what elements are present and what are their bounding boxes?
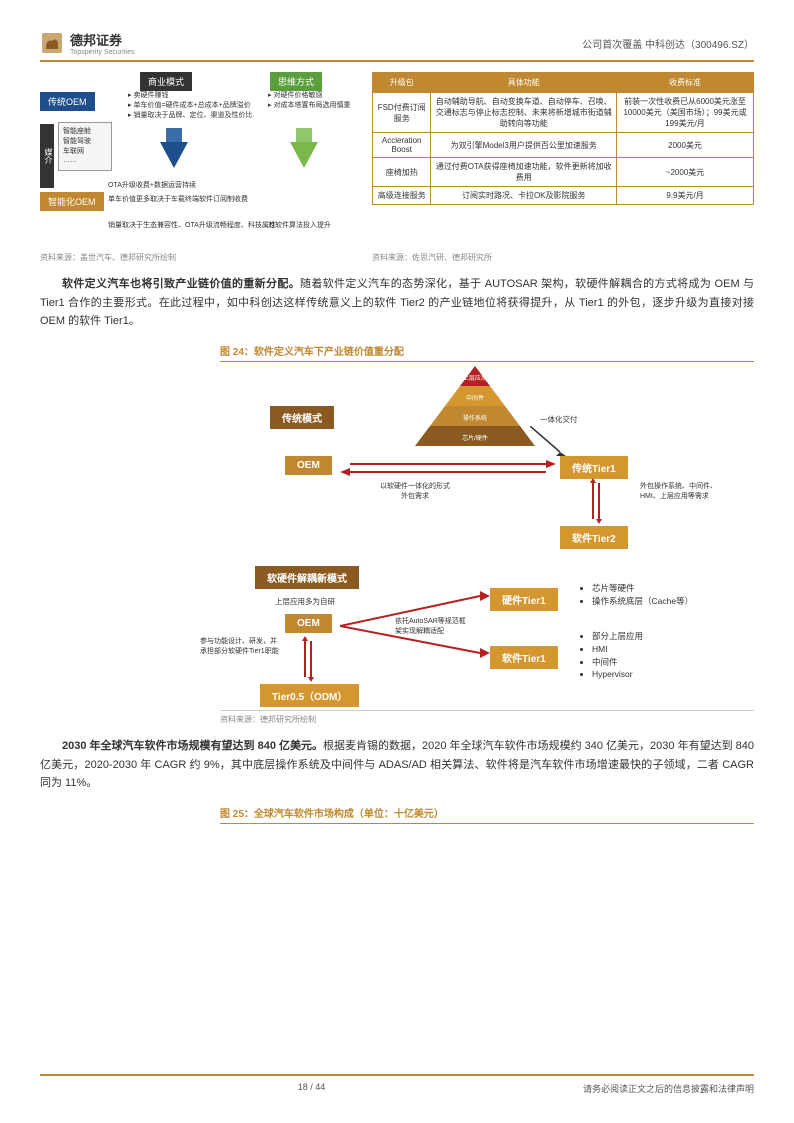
think-b0: 对硬件价格敏感 [273, 92, 322, 99]
source-right: 资料来源：佐思汽研、德邦研究所 [372, 252, 492, 263]
table-row: 座椅加热通过付费OTA获得座椅加速功能，软件更新将加收费用~2000美元 [373, 158, 754, 187]
table-row: 高级连接服务订阅实时路况、卡拉OK及影院服务9.9美元/月 [373, 187, 754, 205]
disclaimer: 请务必阅读正文之后的信息披露和法律声明 [583, 1082, 754, 1095]
th-2: 收费标准 [617, 73, 754, 93]
sw-tier1: 软件Tier1 [490, 646, 558, 669]
table-row: Accleration Boost为双引擎Model3用户提供百公里加速服务20… [373, 133, 754, 158]
svg-text:操作系统: 操作系统 [463, 414, 487, 422]
company-name: 德邦证券 [70, 33, 122, 48]
sw-bullets: 部分上层应用 HMI 中间件 Hypervisor [580, 630, 643, 681]
pricing-table-wrap: 升级包 具体功能 收费标准 FSD付费订阅服务自动辅助导航、自动变换车道、自动停… [372, 72, 754, 242]
pricing-table: 升级包 具体功能 收费标准 FSD付费订阅服务自动辅助导航、自动变换车道、自动停… [372, 72, 754, 205]
soft-tier2: 软件Tier2 [560, 526, 628, 549]
trad-mode: 传统模式 [270, 406, 334, 429]
fig24-diagram: 上层应用 中间件 操作系统 芯片/硬件 传统模式 OEM 传统Tier1 软件T… [220, 366, 754, 706]
soft-think: 对软件算法投入提升 [268, 220, 331, 230]
biz-b0: 卖硬件赚钱 [133, 92, 168, 99]
updown-arrow-icon [590, 478, 602, 524]
ota1: OTA升级收费+数据运营持续 [108, 180, 196, 190]
oem-2: OEM [285, 614, 332, 633]
decouple-mode: 软硬件解耦新模式 [255, 566, 359, 589]
svg-text:上层应用: 上层应用 [463, 374, 487, 382]
func-design: 参与功能设计、研发，并 承担部分软硬件Tier1职能 [200, 636, 300, 656]
trad-tier1: 传统Tier1 [560, 456, 628, 479]
ota2: 单车价值更多取决于车载终端软件订阅制收费 [108, 194, 248, 204]
updown-arrow-2-icon [302, 636, 314, 682]
th-0: 升级包 [373, 73, 431, 93]
para1-bold: 软件定义汽车也将引致产业链价值的重新分配。 [62, 278, 300, 290]
logo: 德邦证券 Topsperity Securities [40, 30, 135, 56]
diag-arrow-icon [530, 426, 566, 456]
para2-bold: 2030 年全球汽车软件市场规模有望达到 840 亿美元。 [62, 740, 323, 752]
upper-self: 上层应用多为自研 [275, 596, 335, 607]
arrow-green [290, 128, 318, 168]
bidir-arrow-icon [340, 458, 556, 478]
arrow-blue [160, 128, 188, 168]
footer: 18 / 44 请务必阅读正文之后的信息披露和法律声明 [40, 1074, 754, 1095]
outsource-sys: 外包操作系统、中间件、 HMI、上层应用等需求 [640, 481, 717, 501]
table-row: FSD付费订阅服务自动辅助导航、自动变换车道、自动停车、召唤、交通标志与停止标志… [373, 93, 754, 133]
th-1: 具体功能 [431, 73, 617, 93]
hw-bullets: 芯片等硬件 操作系统底层（Cache等） [580, 582, 693, 608]
biz-b1: 单车价值=硬件成本+总成本+品牌溢价 [133, 102, 250, 109]
fig24-title: 图 24：软件定义汽车下产业链价值重分配 [220, 343, 754, 362]
svg-text:中间件: 中间件 [466, 394, 484, 402]
oem-1: OEM [285, 456, 332, 475]
page-header: 德邦证券 Topsperity Securities 公司首次覆盖 中科创达（3… [40, 30, 754, 62]
para-2: 2030 年全球汽车软件市场规模有望达到 840 亿美元。根据麦肯锡的数据，20… [40, 737, 754, 793]
label-smart-oem: 智能化OEM [40, 192, 104, 211]
company-en: Topsperity Securities [70, 49, 135, 56]
fig25-title: 图 25：全球汽车软件市场构成（单位：十亿美元） [220, 805, 754, 824]
pyramid-icon: 上层应用 中间件 操作系统 芯片/硬件 [415, 366, 535, 446]
para-1: 软件定义汽车也将引致产业链价值的重新分配。随着软件定义汽车的态势深化，基于 AU… [40, 275, 754, 331]
logo-icon [40, 31, 64, 55]
tier05: Tier0.5（ODM） [260, 684, 359, 707]
outsource-form: 以软硬件一体化的形式 外包需求 [380, 481, 450, 501]
label-think: 思维方式 [270, 72, 322, 91]
page-number: 18 / 44 [298, 1082, 326, 1095]
hw-tier1: 硬件Tier1 [490, 588, 558, 611]
think-b1: 对成本塔置布局选用慎重 [273, 102, 350, 109]
source-fig24: 资料来源：德邦研究所绘制 [220, 710, 754, 725]
biz-b2: 销量取决于品牌、定位、渠道及性价比 [133, 112, 252, 119]
top-section: 商业模式 思维方式 传统OEM ▸ 卖硬件赚钱 ▸ 单车价值=硬件成本+总成本+… [40, 72, 754, 242]
ota3: 销量取决于生态兼容性、OTA升级流畅程度、科技属性 [108, 220, 276, 230]
cockpit-box: 智能座舱 智能驾驶 车联网 …… [58, 122, 112, 171]
split-arrow-icon [340, 591, 490, 661]
diagram-left: 商业模式 思维方式 传统OEM ▸ 卖硬件赚钱 ▸ 单车价值=硬件成本+总成本+… [40, 72, 360, 242]
label-biz: 商业模式 [140, 72, 192, 91]
source-left: 资料来源：盖世汽车、德邦研究所绘制 [40, 252, 360, 263]
report-type: 公司首次覆盖 中科创达（300496.SZ） [582, 36, 754, 51]
svg-text:芯片/硬件: 芯片/硬件 [462, 434, 488, 442]
label-trad-oem: 传统OEM [40, 92, 95, 111]
integrated: 一体化交付 [540, 414, 578, 425]
media-label: 媒介 [40, 124, 54, 188]
